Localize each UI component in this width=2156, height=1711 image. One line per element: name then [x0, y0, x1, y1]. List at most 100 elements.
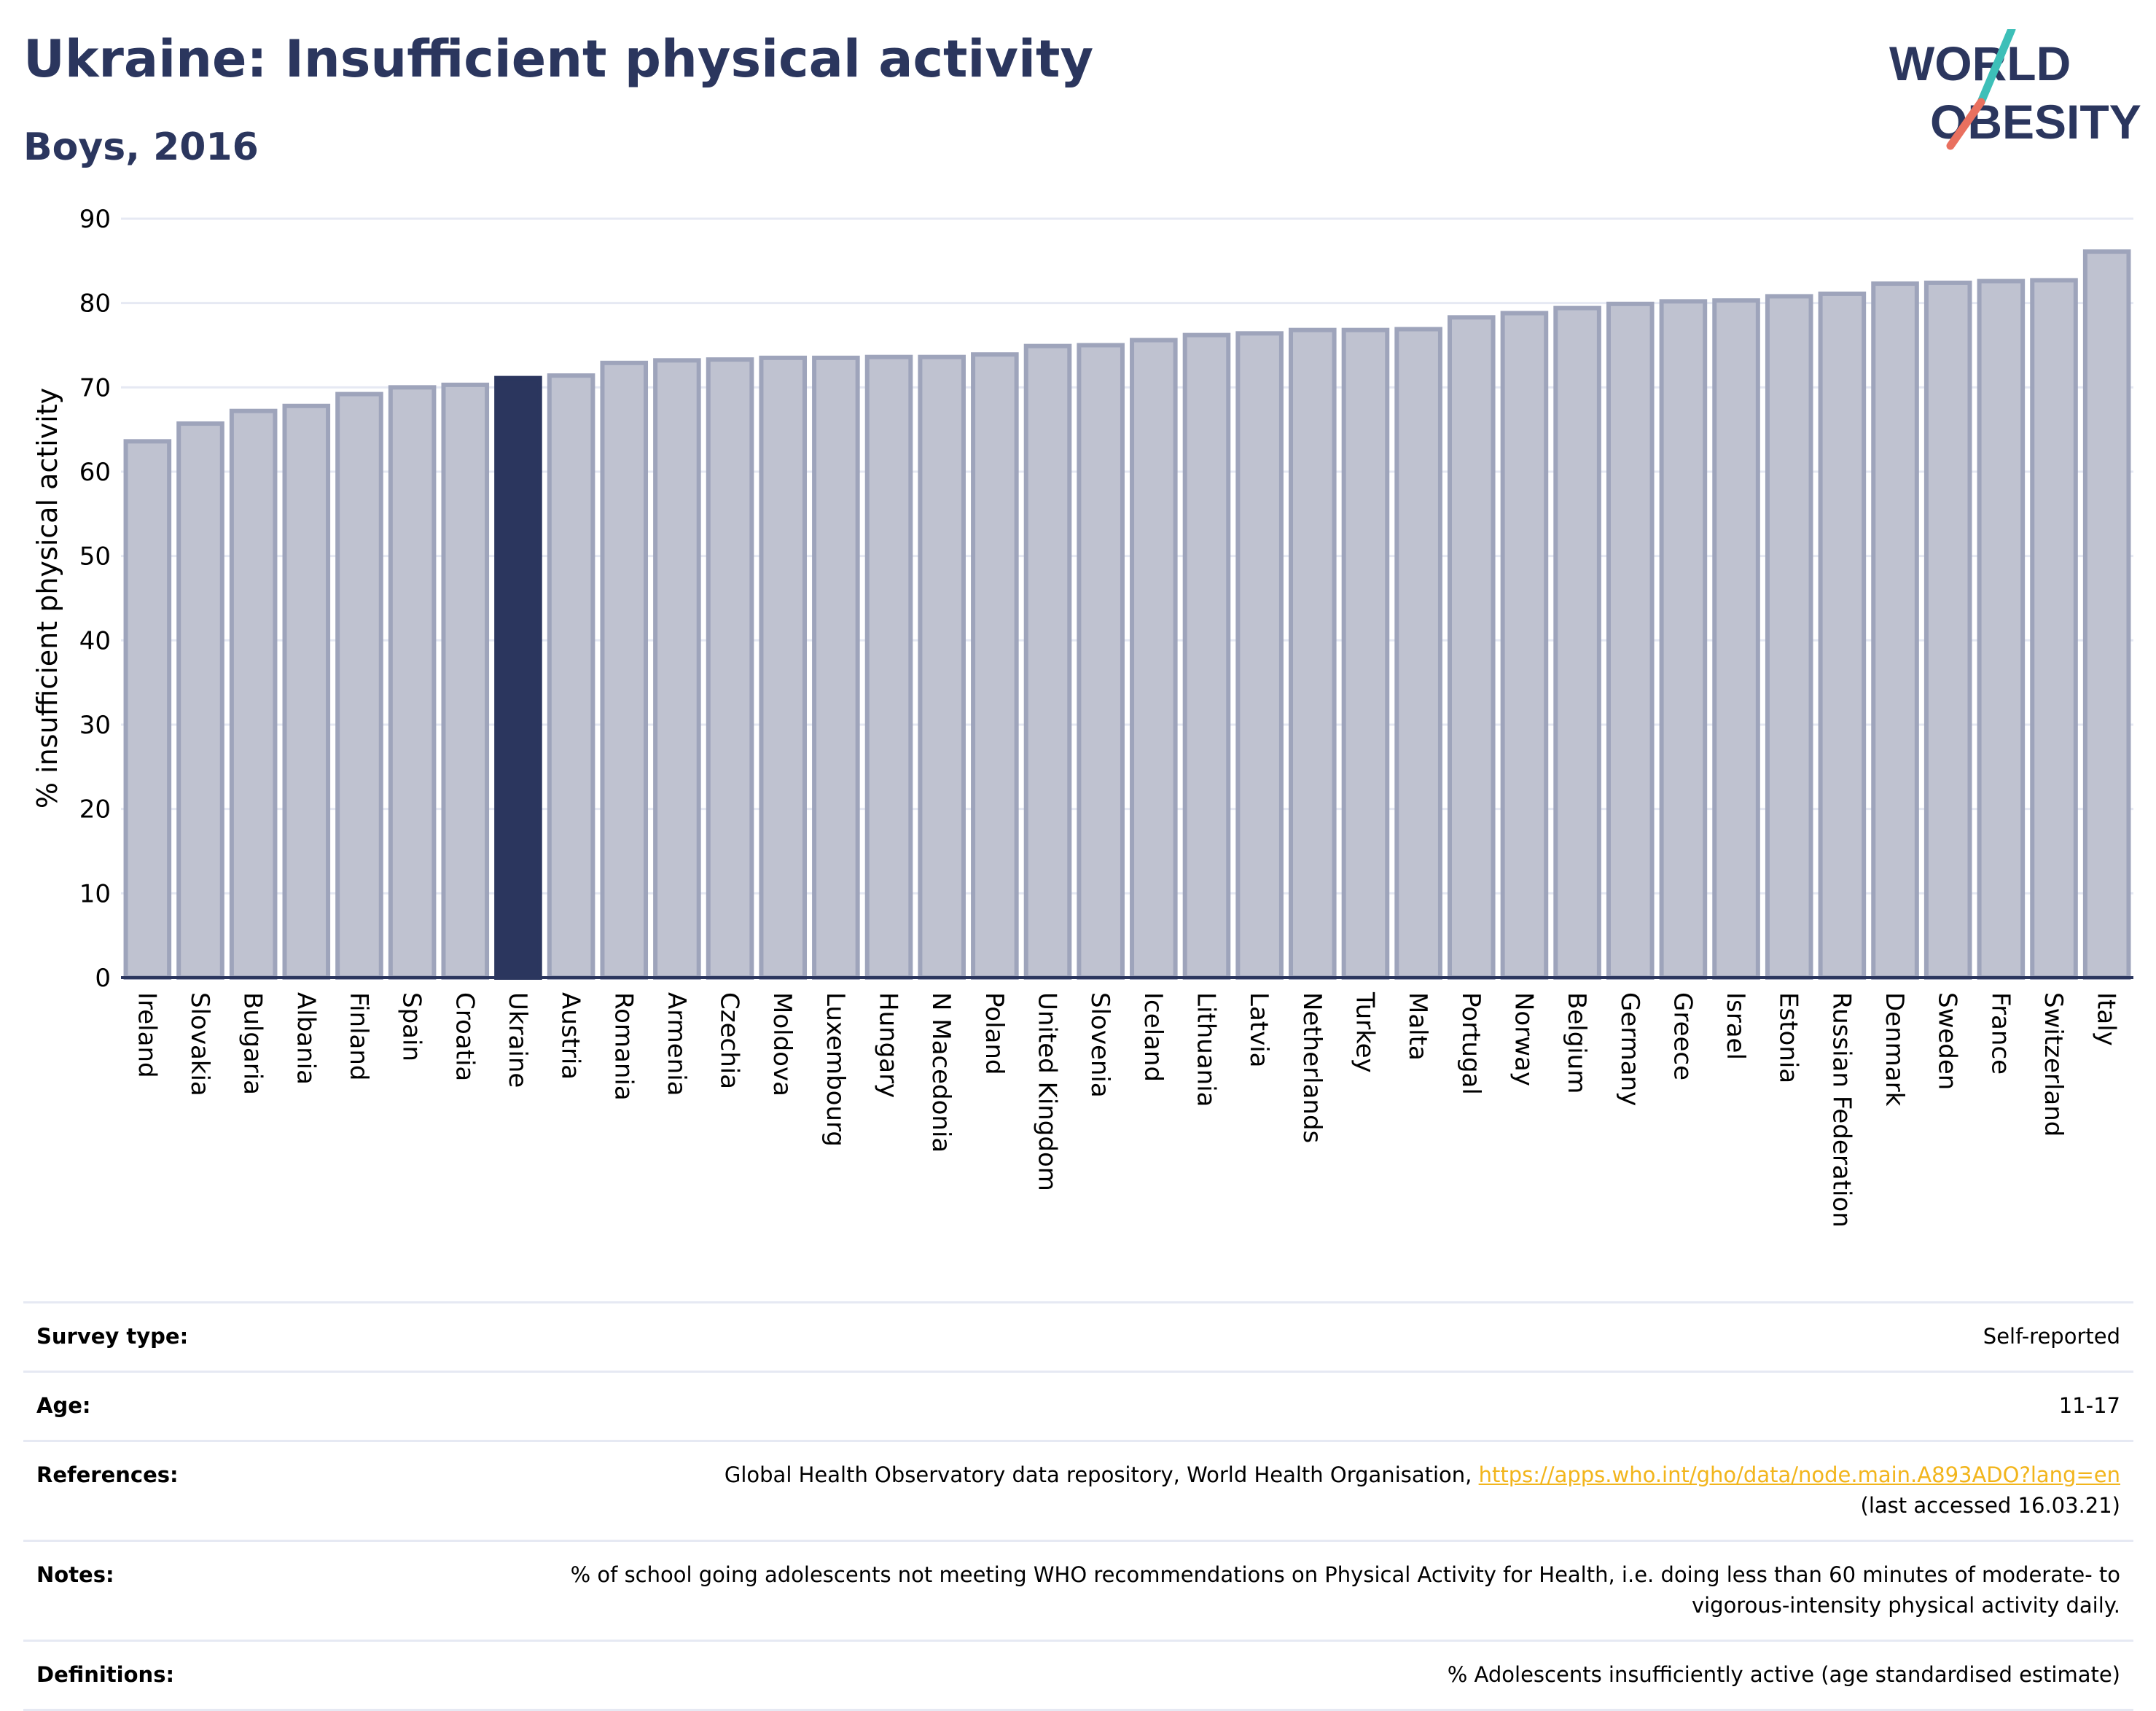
x-tick-label: Belgium: [1562, 992, 1591, 1094]
info-key: Age:: [36, 1393, 91, 1419]
bar: [1553, 305, 1601, 980]
x-tick-label: Malta: [1403, 992, 1432, 1061]
bar: [1606, 301, 1655, 981]
bar: [1077, 343, 1125, 980]
bar: [335, 391, 383, 980]
x-tick-label: Lithuania: [1191, 992, 1220, 1107]
info-row-definitions: Definitions: % Adolescents insufficientl…: [23, 1640, 2133, 1710]
x-tick-label: Ireland: [132, 992, 161, 1078]
x-tick-label: Germany: [1615, 992, 1644, 1106]
x-tick-label: Russian Federation: [1827, 992, 1856, 1228]
bar: [864, 354, 913, 980]
x-tick-label: Bulgaria: [238, 992, 267, 1095]
x-tick-label: Romania: [609, 992, 638, 1101]
reference-text: Global Health Observatory data repositor…: [724, 1462, 1479, 1488]
x-tick-label: Latvia: [1244, 992, 1273, 1068]
bar: [2030, 278, 2078, 981]
x-tick-label: Estonia: [1774, 992, 1803, 1083]
bar: [229, 408, 278, 980]
info-key: Definitions:: [36, 1662, 175, 1688]
y-tick-label: 90: [79, 205, 111, 234]
info-value: Self-reported: [1983, 1324, 2120, 1349]
bar: [759, 355, 808, 981]
bar: [1023, 343, 1072, 980]
bar: [1871, 281, 1919, 980]
bar: [1289, 327, 1337, 980]
x-tick-label: Slovenia: [1085, 992, 1114, 1098]
logo-slash-teal: [1977, 29, 2016, 106]
chart-subtitle: Boys, 2016: [23, 125, 259, 169]
info-value: % of school going adolescents not meetin…: [570, 1562, 2120, 1618]
bar: [1765, 294, 1813, 980]
bar: [1394, 327, 1442, 981]
y-tick-label: 60: [79, 458, 111, 487]
bar: [1818, 291, 1867, 980]
y-tick-label: 10: [79, 879, 111, 908]
bar: [176, 421, 224, 980]
x-tick-label: Italy: [2092, 992, 2121, 1046]
bar: [547, 373, 595, 980]
x-tick-label: Austria: [556, 992, 585, 1080]
x-tick-label: Spain: [397, 992, 426, 1061]
x-tick-label: Moldova: [768, 992, 797, 1096]
bar: [918, 354, 966, 980]
x-tick-label: Finland: [344, 992, 373, 1081]
x-tick-label: Iceland: [1138, 992, 1168, 1082]
bar: [706, 357, 754, 980]
x-tick-label: Czechia: [715, 992, 744, 1089]
x-tick-label: Israel: [1721, 992, 1750, 1060]
y-axis-title: % insufficient physical activity: [31, 388, 63, 808]
bar: [1447, 315, 1496, 980]
y-tick-label: 40: [79, 626, 111, 655]
bar: [653, 358, 701, 980]
y-tick-label: 50: [79, 542, 111, 572]
x-tick-label: Sweden: [1933, 992, 1962, 1090]
x-tick-label: Armenia: [662, 992, 691, 1096]
info-value: 11-17: [2058, 1393, 2120, 1419]
bar: [1659, 299, 1708, 980]
bar: [971, 352, 1019, 980]
bar: [388, 385, 437, 980]
x-tick-label: France: [1985, 992, 2015, 1075]
info-row-age: Age: 11-17: [23, 1371, 2133, 1441]
x-tick-label: Poland: [980, 992, 1009, 1075]
info-value: % Adolescents insufficiently active (age…: [1447, 1662, 2120, 1688]
bar: [2082, 249, 2131, 980]
y-tick-label: 20: [79, 795, 111, 825]
bar: [812, 355, 860, 981]
info-row-survey-type: Survey type: Self-reported: [23, 1302, 2133, 1372]
info-key: References:: [36, 1462, 179, 1488]
x-tick-label: United Kingdom: [1033, 992, 1062, 1191]
x-tick-label: Switzerland: [2039, 992, 2068, 1137]
bar: [441, 382, 490, 980]
x-tick-label: Portugal: [1456, 992, 1485, 1095]
x-tick-label: Turkey: [1350, 991, 1379, 1073]
bar: [1235, 331, 1284, 981]
info-row-references: References: Global Health Observatory da…: [23, 1441, 2133, 1541]
x-tick-label: Slovakia: [185, 992, 214, 1096]
logo-line1: WORLD: [1889, 36, 2071, 90]
x-tick-label: Norway: [1509, 992, 1538, 1086]
x-tick-label: Greece: [1668, 992, 1697, 1080]
reference-access-date: (last accessed 16.03.21): [1860, 1493, 2120, 1519]
y-tick-label: 30: [79, 711, 111, 740]
info-table: Survey type: Self-reported Age: 11-17 Re…: [23, 1301, 2133, 1711]
x-tick-label: N Macedonia: [926, 992, 956, 1153]
reference-link[interactable]: https://apps.who.int/gho/data/node.main.…: [1478, 1462, 2120, 1488]
y-tick-label: 80: [79, 289, 111, 319]
info-value: Global Health Observatory data repositor…: [487, 1441, 2133, 1541]
bar: [1182, 332, 1231, 980]
info-row-notes: Notes: % of school going adolescents not…: [23, 1540, 2133, 1641]
bar: [123, 439, 172, 980]
info-key: Notes:: [36, 1562, 114, 1588]
x-tick-label: Denmark: [1880, 992, 1909, 1107]
bar: [1923, 280, 1972, 980]
bar-chart: 0 10 20 30 40 50 60 70 80 90 % insufficient physic…: [31, 205, 2133, 1228]
bar: [282, 403, 331, 980]
x-tick-label: Croatia: [450, 992, 479, 1081]
bar: [1977, 278, 2026, 980]
x-tick-label: Ukraine: [503, 992, 532, 1088]
bar: [1712, 298, 1760, 980]
bar-highlight: [494, 375, 542, 980]
world-obesity-logo: WORLD OBESITY: [1889, 29, 2141, 150]
